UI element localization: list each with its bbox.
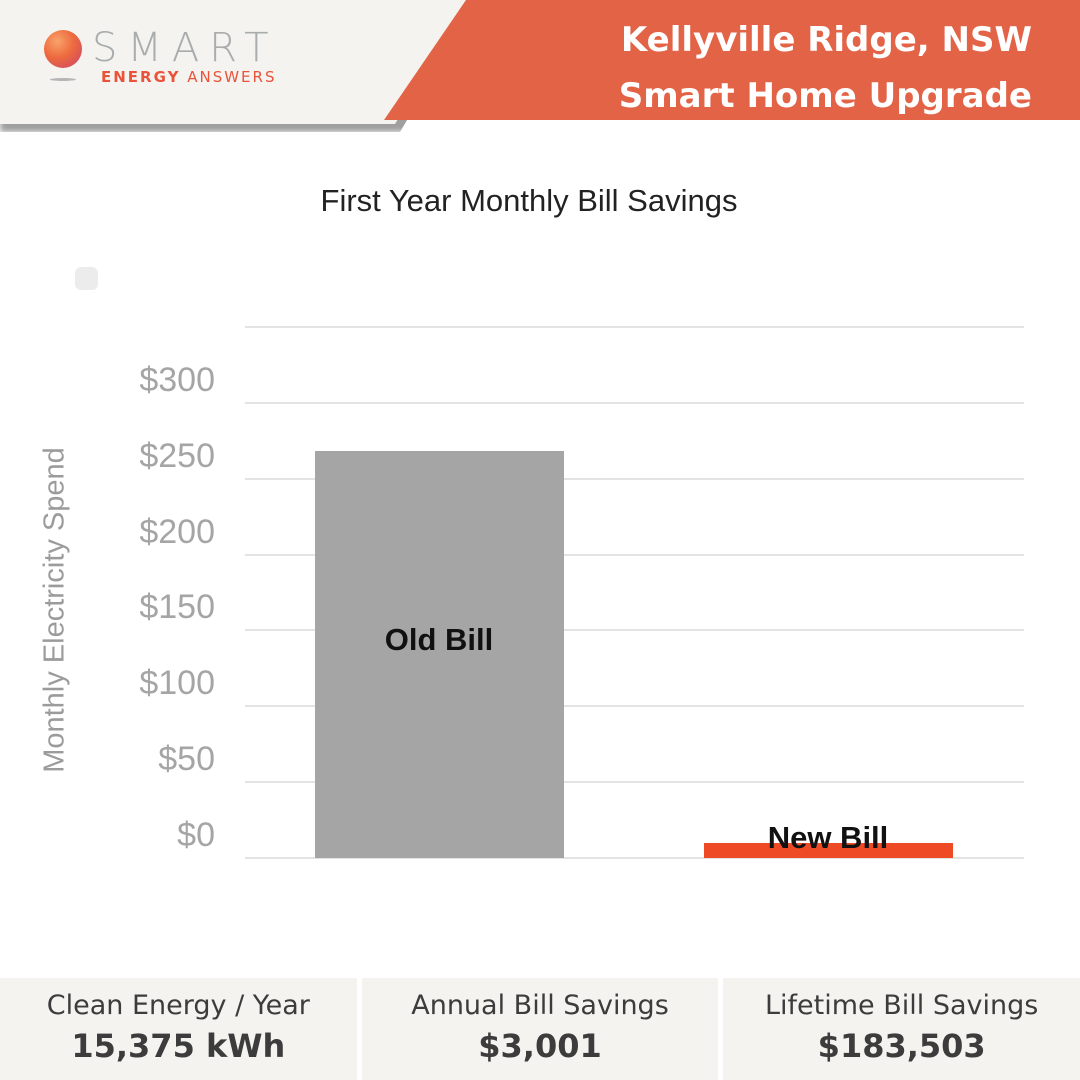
logo-sphere-icon (44, 30, 82, 68)
stat-clean-energy: Clean Energy / Year 15,375 kWh (0, 978, 357, 1080)
header-title: Kellyville Ridge, NSW Smart Home Upgrade (619, 12, 1032, 124)
gridline (245, 477, 1024, 480)
gridline (245, 629, 1024, 632)
y-tick-label: $250 (139, 436, 215, 475)
logo-tagline-energy: ENERGY (101, 68, 181, 86)
header-title-panel (384, 0, 1080, 120)
stat-label: Annual Bill Savings (411, 990, 669, 1021)
chart-title: First Year Monthly Bill Savings (320, 183, 738, 218)
stat-value: 15,375 kWh (71, 1027, 286, 1065)
stat-value: $3,001 (478, 1027, 602, 1065)
stat-label: Lifetime Bill Savings (765, 990, 1039, 1021)
stat-value: $183,503 (817, 1027, 986, 1065)
logo-tagline: ENERGY ANSWERS (101, 68, 276, 86)
stat-lifetime-savings: Lifetime Bill Savings $183,503 (723, 978, 1080, 1080)
bar-label-old-bill: Old Bill (384, 622, 494, 657)
y-axis-title: Monthly Electricity Spend (38, 447, 71, 773)
y-tick-label: $150 (139, 588, 215, 627)
stat-label: Clean Energy / Year (46, 990, 310, 1021)
y-tick-label: $300 (139, 360, 215, 399)
y-tick-label: $100 (139, 664, 215, 703)
gridline (245, 401, 1024, 404)
y-tick-label: $50 (158, 740, 215, 779)
chart-plot-area: $0 $50 $100 $150 $200 $250 $300 Old Bill New B… (139, 326, 1024, 859)
gridline (245, 705, 1024, 708)
stats-bar: Clean Energy / Year 15,375 kWh Annual Bi… (0, 978, 1080, 1080)
bar-old-bill (315, 451, 564, 858)
gridline (245, 781, 1024, 784)
stat-annual-savings: Annual Bill Savings $3,001 (361, 978, 719, 1080)
gridline (245, 553, 1024, 556)
header-subtitle: Smart Home Upgrade (618, 76, 1032, 116)
logo-tagline-answers: ANSWERS (180, 68, 277, 86)
header-logo-panel (0, 0, 470, 124)
bar-new-bill (704, 842, 953, 858)
header-location: Kellyville Ridge, NSW (620, 20, 1032, 60)
gridline (245, 857, 1024, 859)
logo-wordmark: SMART (92, 25, 279, 71)
y-tick-label: $0 (177, 816, 215, 854)
logo-sphere-shadow (50, 78, 76, 81)
legend-marker (75, 267, 98, 290)
gridline (245, 326, 1024, 328)
bar-label-new-bill: New Bill (767, 820, 889, 855)
y-tick-label: $200 (139, 512, 215, 551)
